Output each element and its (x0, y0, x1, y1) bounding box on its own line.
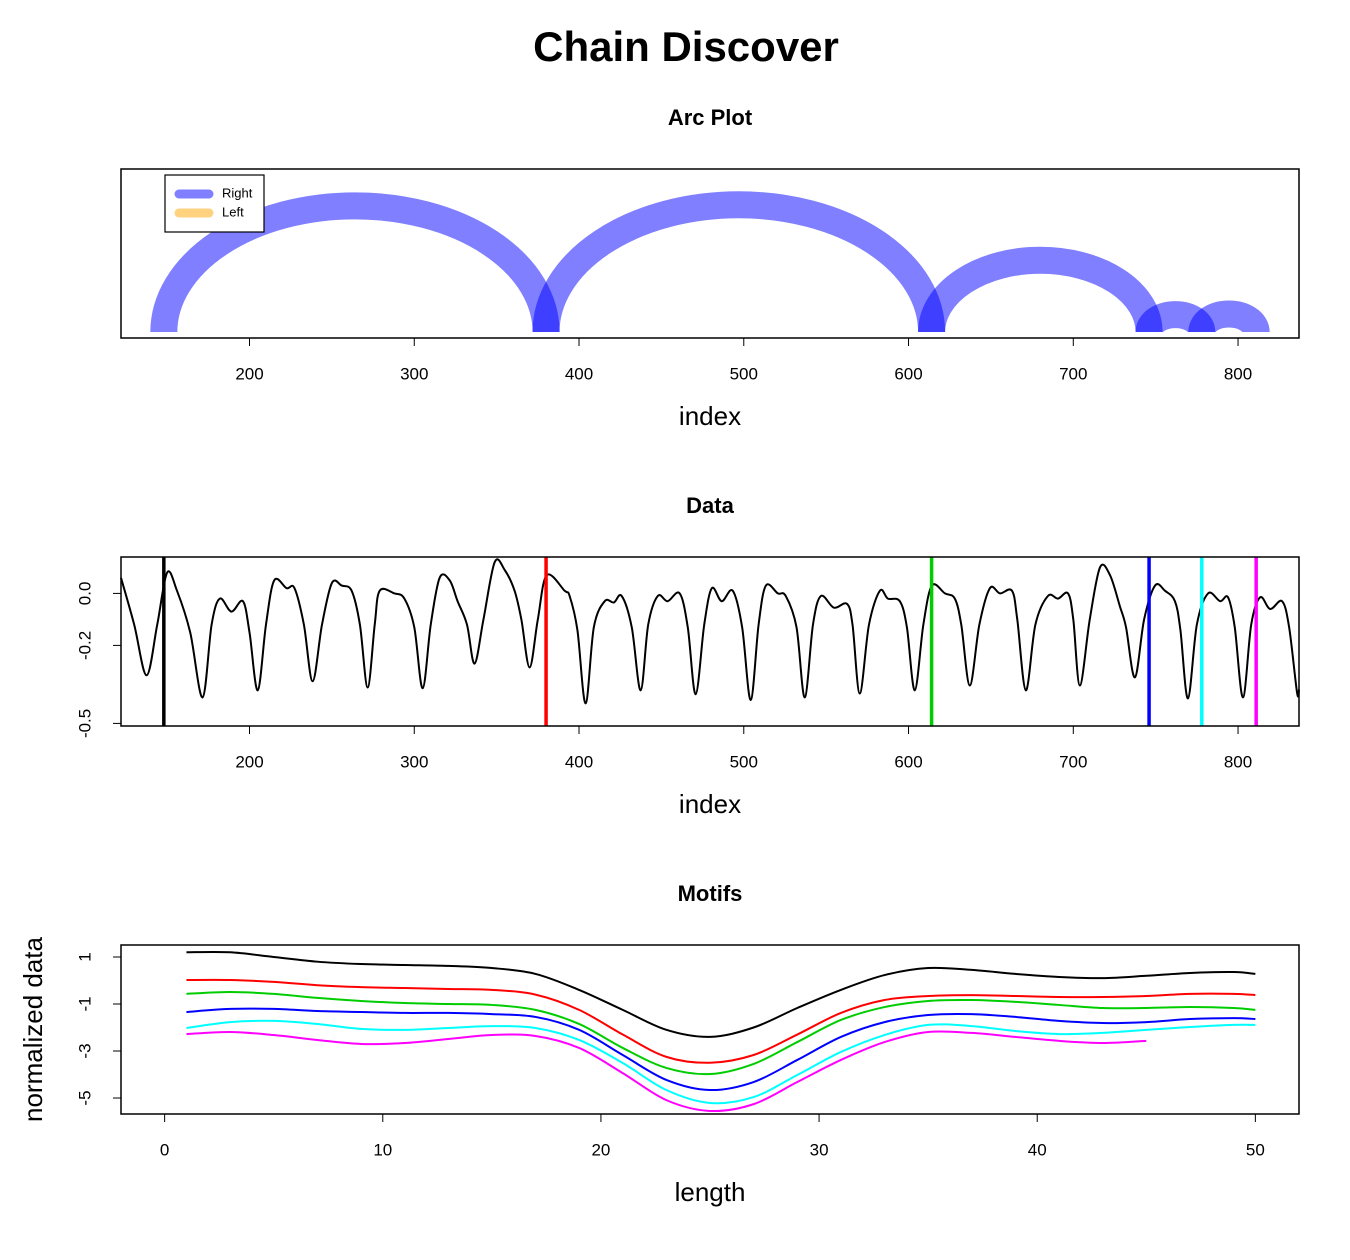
arc (532, 191, 946, 333)
panel-title: Motifs (678, 881, 743, 906)
legend-box (164, 174, 265, 233)
series-line (186, 1030, 1147, 1113)
series-line (186, 991, 1256, 1076)
arc (1188, 300, 1270, 334)
x-axis-label: index (679, 789, 741, 819)
x-tick-label: 50 (1246, 1140, 1265, 1159)
y-tick-label: -0.2 (75, 631, 94, 660)
y-tick-label: -1 (75, 996, 94, 1011)
x-tick-label: 20 (591, 1140, 610, 1159)
x-tick-label: 600 (894, 752, 922, 771)
y-tick-label: 1 (75, 952, 94, 961)
y-tick-label: -5 (75, 1090, 94, 1105)
x-tick-label: 500 (730, 364, 758, 383)
x-tick-label: 700 (1059, 752, 1087, 771)
arc (918, 247, 1163, 333)
series-line (186, 978, 1256, 1064)
series-line (186, 950, 1256, 1038)
panel-title: Data (686, 493, 734, 518)
x-tick-label: 10 (373, 1140, 392, 1159)
arc (150, 192, 560, 333)
x-axis-label: length (675, 1177, 746, 1207)
x-tick-label: 40 (1028, 1140, 1047, 1159)
x-tick-label: 600 (894, 364, 922, 383)
y-tick-label: -0.5 (75, 709, 94, 738)
y-axis-label: normalized data (18, 936, 48, 1122)
x-tick-label: 700 (1059, 364, 1087, 383)
legend-label: Right (222, 185, 253, 200)
plot-frame (120, 168, 1300, 339)
y-tick-label: 0.0 (75, 582, 94, 606)
x-tick-label: 30 (810, 1140, 829, 1159)
x-tick-label: 800 (1224, 752, 1252, 771)
series-line (186, 1007, 1256, 1092)
plot-frame (120, 556, 1300, 727)
legend-label: Left (222, 204, 244, 219)
plot-frame (120, 944, 1300, 1115)
x-tick-label: 300 (400, 752, 428, 771)
x-tick-label: 200 (235, 364, 263, 383)
x-tick-label: 0 (160, 1140, 169, 1159)
x-tick-label: 200 (235, 752, 263, 771)
x-tick-label: 400 (565, 364, 593, 383)
main-title: Chain Discover (533, 23, 839, 70)
panel-title: Arc Plot (668, 105, 753, 130)
series-line (186, 1019, 1256, 1105)
x-axis-label: index (679, 401, 741, 431)
x-tick-label: 500 (730, 752, 758, 771)
x-tick-label: 800 (1224, 364, 1252, 383)
series-line (120, 558, 1300, 705)
x-tick-label: 300 (400, 364, 428, 383)
x-tick-label: 400 (565, 752, 593, 771)
y-tick-label: -3 (75, 1043, 94, 1058)
